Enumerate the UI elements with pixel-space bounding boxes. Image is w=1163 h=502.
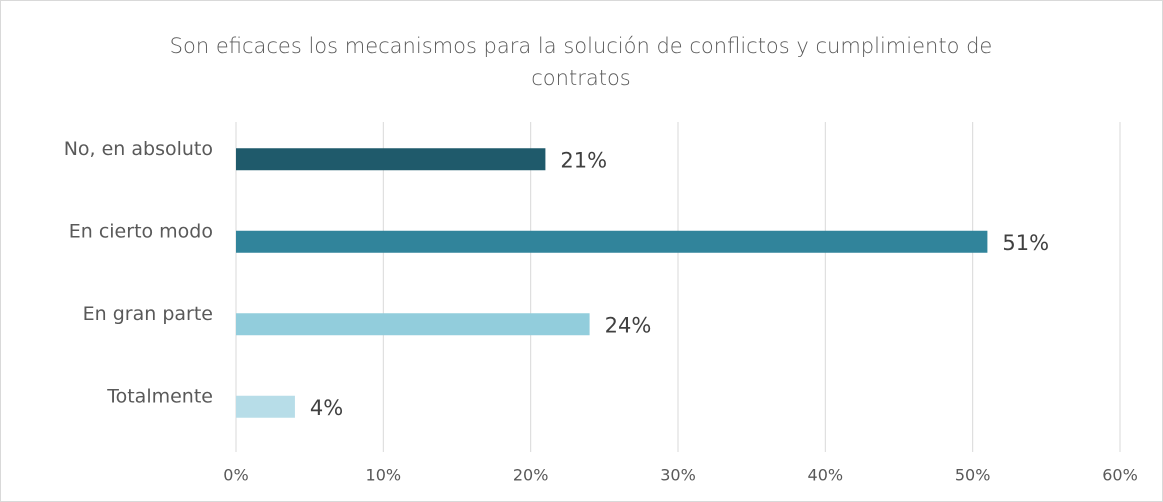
value-label: 4% <box>310 396 343 420</box>
x-tick-label: 50% <box>955 466 991 485</box>
bar <box>236 148 546 171</box>
y-tick-label: En gran parte <box>83 303 213 325</box>
x-tick-label: 40% <box>808 466 844 485</box>
value-label: 24% <box>605 313 652 337</box>
x-tick-label: 30% <box>660 466 696 485</box>
x-tick-label: 60% <box>1102 466 1138 485</box>
y-tick-label: En cierto modo <box>69 220 213 242</box>
bar <box>236 230 988 253</box>
x-tick-label: 10% <box>366 466 402 485</box>
y-tick-label: No, en absoluto <box>64 138 213 160</box>
value-label: 51% <box>1002 231 1049 255</box>
chart-title: Son eficaces los mecanismos para la solu… <box>169 34 993 90</box>
y-tick-label: Totalmente <box>106 385 213 407</box>
x-tick-label: 0% <box>223 466 248 485</box>
value-label: 21% <box>560 148 607 172</box>
x-tick-label: 20% <box>513 466 549 485</box>
bar <box>236 313 590 336</box>
bar <box>236 395 295 418</box>
